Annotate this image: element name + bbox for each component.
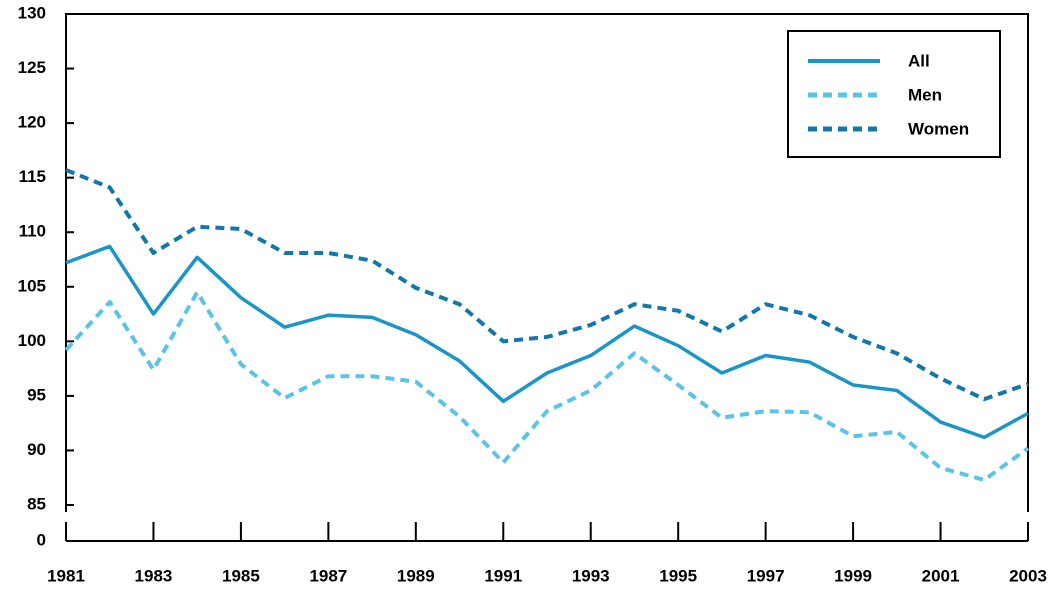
x-tick-label: 2003	[1009, 566, 1047, 585]
y-tick-label: 0	[37, 530, 46, 549]
legend-label: Men	[908, 85, 942, 104]
x-tick-label: 1997	[747, 566, 785, 585]
y-tick-label: 100	[18, 331, 46, 350]
y-tick-label: 130	[18, 3, 46, 22]
x-tick-label: 1983	[135, 566, 173, 585]
x-tick-label: 1989	[397, 566, 435, 585]
x-tick-label: 1987	[309, 566, 347, 585]
y-tick-label: 110	[19, 222, 46, 241]
plot-frame	[65, 13, 1029, 512]
x-tick-label: 1981	[47, 566, 85, 585]
y-tick-label: 125	[18, 58, 46, 77]
series-line	[65, 244, 1029, 440]
y-tick-label: 95	[27, 385, 46, 404]
y-tick-label: 120	[18, 113, 46, 132]
series-line	[64, 290, 1030, 482]
x-tick-label: 1993	[572, 566, 610, 585]
legend: All Men Women	[787, 30, 1001, 158]
x-tick-label: 1995	[659, 566, 697, 585]
y-tick-label: 115	[19, 167, 46, 186]
x-tick-label: 2001	[922, 566, 960, 585]
legend-label: All	[908, 51, 930, 70]
x-tick-label: 1985	[222, 566, 260, 585]
x-tick-label: 1999	[834, 566, 872, 585]
legend-label: Women	[908, 119, 969, 138]
x-tick-label: 1991	[484, 566, 522, 585]
y-tick-label: 105	[18, 276, 46, 295]
y-tick-label: 90	[27, 440, 46, 459]
series-line	[65, 168, 1029, 402]
y-tick-label: 85	[27, 494, 46, 513]
